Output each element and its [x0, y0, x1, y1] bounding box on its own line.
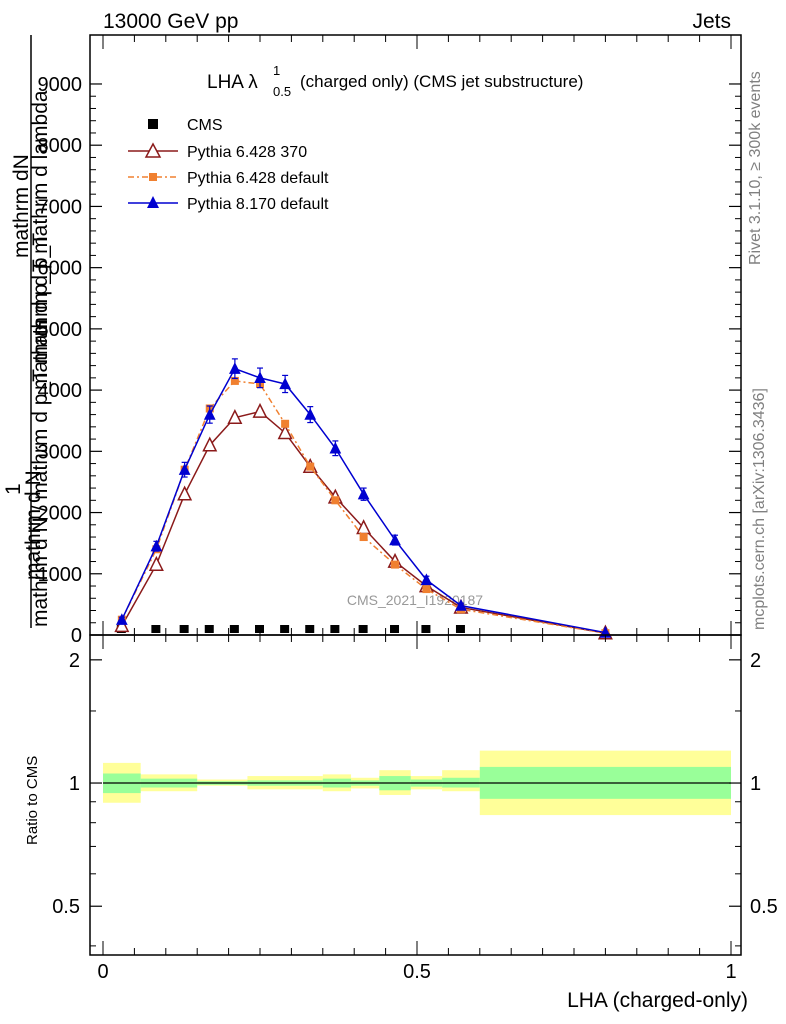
py8-point — [229, 362, 241, 374]
py8-point — [115, 613, 128, 625]
cms-data-point — [204, 625, 214, 633]
header-jets-label: Jets — [692, 10, 731, 33]
ylabel-numer: 1 — [2, 483, 25, 495]
py6-default-point — [281, 419, 290, 428]
py8-point — [178, 463, 191, 475]
py8-point — [329, 441, 342, 454]
legend-py6-default-marker — [149, 173, 157, 181]
py6-default-point — [331, 496, 340, 505]
py8-point — [254, 371, 266, 384]
series-3 — [115, 358, 612, 638]
py6-370-point — [148, 555, 164, 571]
cms-data-point — [330, 625, 340, 633]
ylabel-denom: mathrm d N — [22, 470, 45, 580]
py6-370-point — [252, 402, 268, 418]
ratio-y-tick-label: 2 — [69, 650, 80, 672]
ratio-x-tick-label: 1 — [725, 961, 736, 983]
py6-default-point — [230, 376, 239, 385]
ratio-x-tick-label: 0.5 — [403, 961, 431, 983]
plot-title-sup: 1 — [273, 63, 280, 78]
py6-370-point — [227, 408, 243, 425]
py6-default-point — [391, 560, 400, 569]
py8-point — [455, 599, 467, 611]
cms-data-point — [229, 625, 239, 633]
plot-title-main: LHA λ — [207, 72, 258, 93]
legend-py8-marker — [147, 196, 159, 208]
main-y-tick-label: 4000 — [38, 380, 83, 402]
cms-data-point — [455, 625, 465, 633]
plot-title: LHA λ — [207, 72, 258, 93]
py8-point — [357, 487, 370, 500]
py8-point — [203, 408, 216, 420]
series-layer — [114, 358, 613, 640]
cms-data-point — [151, 625, 161, 633]
series-line — [121, 367, 606, 634]
ratio-y-tick-label-right: 1 — [750, 773, 761, 795]
py6-default-point — [359, 533, 368, 542]
rivet-version-label: Rivet 3.1.10, ≥ 300k events — [747, 71, 764, 265]
series-line — [121, 410, 606, 634]
ratio-x-tick-label: 0 — [97, 961, 108, 983]
py6-370-point — [277, 424, 293, 440]
legend: CMS Pythia 6.428 370 Pythia 6.428 defaul… — [128, 117, 329, 213]
py6-370-point — [202, 436, 218, 452]
cms-data-point — [179, 625, 189, 633]
py6-default-point — [306, 462, 315, 471]
main-y-axis: 0 1000 2000 3000 4000 5000 6000 7000 8000 9000 — [38, 74, 741, 647]
ratio-plot-frame — [89, 634, 742, 956]
main-y-tick-label: 6000 — [38, 258, 83, 280]
py8-point — [304, 408, 317, 420]
main-y-tick-label: 8000 — [38, 135, 83, 157]
ratio-x-axis: 0 0.5 1 — [97, 635, 737, 983]
legend-cms-label: CMS — [187, 117, 223, 134]
cms-data-point — [280, 625, 290, 633]
main-y-axis-label: 1 mathrm dN mathrm d p_T mathrm d lambda… — [2, 35, 52, 628]
cms-data-point — [421, 625, 431, 633]
header-energy-label: 13000 GeV pp — [103, 10, 238, 33]
cms-data-point — [305, 625, 315, 633]
py8-point — [279, 377, 291, 390]
py8-point — [389, 533, 401, 546]
main-y-tick-label: 2000 — [38, 503, 83, 525]
ratio-y-axis-label: Ratio to CMS — [24, 756, 41, 845]
ratio-y-tick-label: 0.5 — [52, 896, 80, 918]
py6-370-point — [114, 617, 130, 633]
legend-py6-370-marker — [144, 142, 162, 158]
main-y-tick-label: 7000 — [38, 196, 83, 218]
cms-data-point — [358, 625, 368, 633]
plot-title-rest: (charged only) (CMS jet substructure) — [300, 72, 583, 91]
ratio-y-axis: 0.5 0.5 1 1 2 2 — [52, 650, 778, 947]
py6-370-point — [177, 485, 193, 501]
mcplots-label: mcplots.cern.ch [arXiv:1306.3436] — [751, 388, 768, 630]
main-y-tick-label: 0 — [71, 625, 82, 647]
legend-py8-label: Pythia 8.170 default — [187, 196, 329, 213]
ylabel-mid: mathrm d p_T mathrm d lambda — [29, 90, 52, 390]
py8-point — [150, 539, 163, 552]
py6-default-point — [422, 585, 431, 594]
ratio-y-tick-label: 1 — [69, 773, 80, 795]
main-y-tick-label: 3000 — [38, 441, 83, 463]
ylabel-top: mathrm dN — [10, 154, 33, 258]
main-y-tick-label: 9000 — [38, 74, 83, 96]
main-y-tick-label: 1000 — [38, 564, 83, 586]
plot-title-sub: 0.5 — [273, 84, 291, 99]
ratio-y-tick-label-right: 2 — [750, 650, 761, 672]
legend-py6-370-label: Pythia 6.428 370 — [187, 144, 307, 161]
ratio-y-tick-label-right: 0.5 — [750, 896, 778, 918]
cms-data-point — [255, 625, 264, 633]
legend-py6-default-label: Pythia 6.428 default — [187, 170, 329, 187]
py8-point — [420, 573, 433, 586]
x-axis-label: LHA (charged-only) — [567, 989, 748, 1012]
legend-cms-marker — [148, 119, 158, 129]
cms-data-point — [390, 625, 400, 633]
ylabel-bottom: mathrm d N / mathrm d p_T mathrm d p_T — [29, 233, 52, 627]
main-y-tick-label: 5000 — [38, 319, 83, 341]
